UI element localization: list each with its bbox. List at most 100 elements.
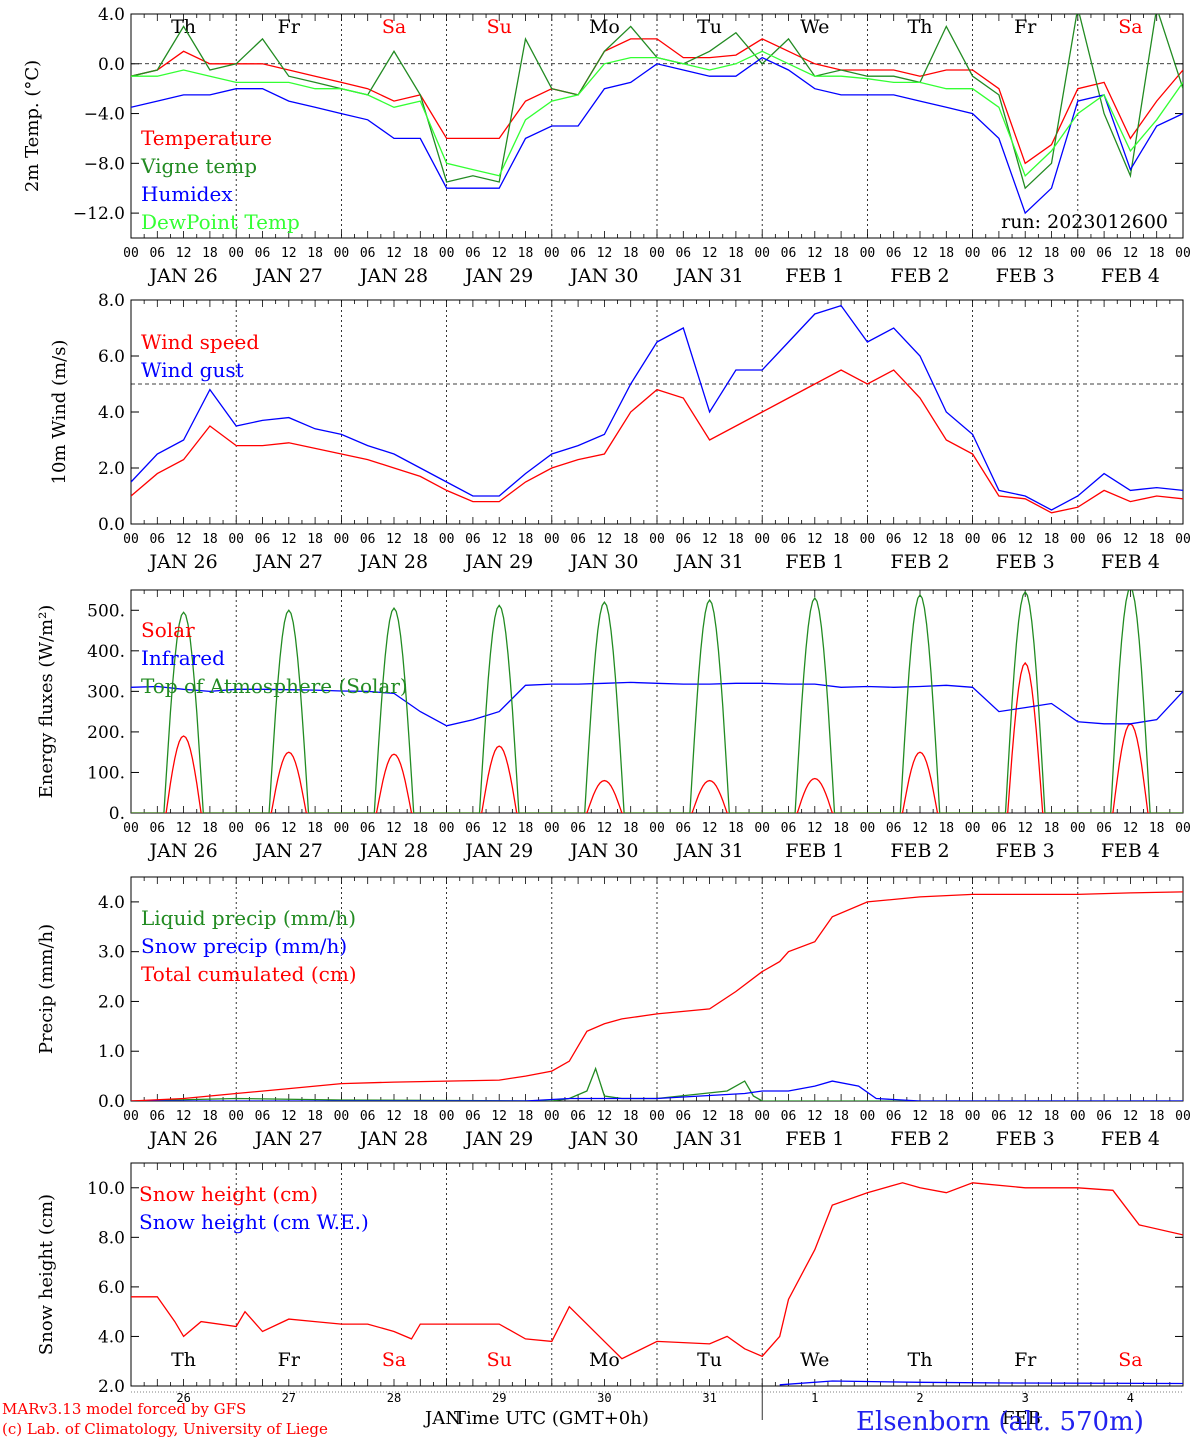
hour-tick-label: 18 [938, 1109, 954, 1124]
hour-tick-label: 00 [965, 821, 981, 836]
legend-entry: Wind gust [141, 358, 244, 382]
hour-tick-label: 12 [912, 821, 928, 836]
hour-tick-label: 06 [360, 246, 376, 261]
panels: 4.00.0−4.0−8.0−12.02m Temp. (°C)00 06 12 18… [22, 5, 1191, 1420]
hour-tick-label: 00 [123, 821, 139, 836]
hour-tick-label: 18 [1149, 246, 1165, 261]
y-tick-label: 200. [87, 723, 125, 743]
series-line-temperature [131, 38, 1183, 165]
series-line-wind-gust [131, 304, 1183, 511]
hour-tick-label: 06 [1096, 246, 1112, 261]
day-number-label: 27 [282, 1391, 296, 1405]
legend-entry: Top of Atmosphere (Solar) [141, 674, 408, 698]
y-tick-label: 400. [87, 642, 125, 662]
day-number-label: 31 [702, 1391, 716, 1405]
date-label: FEB 2 [890, 551, 949, 573]
hour-tick-label: 06 [255, 246, 271, 261]
legend-entry: Infrared [141, 646, 225, 670]
hour-tick-label: 12 [1017, 532, 1033, 547]
date-label: FEB 1 [785, 265, 844, 287]
hour-tick-label: 18 [1044, 532, 1060, 547]
hour-tick-label: 00 [1175, 1109, 1191, 1124]
hour-tick-label: 18 [202, 821, 218, 836]
hour-tick-label: 00 [965, 246, 981, 261]
legend-entry: Solar [141, 618, 195, 642]
hour-tick-label: 18 [307, 532, 323, 547]
hour-tick-label: 06 [886, 532, 902, 547]
day-number-label: 28 [387, 1391, 401, 1405]
hour-tick-label: 00 [754, 532, 770, 547]
hour-tick-label: 12 [281, 532, 297, 547]
hour-tick-label: 06 [675, 246, 691, 261]
legend-entry: Snow height (cm W.E.) [139, 1210, 369, 1234]
hour-tick-label: 06 [465, 246, 481, 261]
hour-tick-label: 12 [912, 246, 928, 261]
date-label: JAN 31 [674, 265, 744, 287]
hour-tick-label: 00 [754, 1109, 770, 1124]
hour-tick-label: 06 [570, 1109, 586, 1124]
hour-tick-label: 18 [938, 532, 954, 547]
legend-entry: Vigne temp [140, 154, 257, 178]
date-label: FEB 4 [1101, 265, 1160, 287]
hour-tick-label: 18 [623, 821, 639, 836]
y-tick-label: 10.0 [87, 1179, 125, 1199]
weekday-label: Fr [1014, 1349, 1037, 1371]
y-tick-label: 0. [109, 804, 125, 824]
hour-tick-label: 18 [938, 246, 954, 261]
y-tick-label: 2.0 [98, 459, 125, 479]
hour-tick-label: 18 [202, 532, 218, 547]
hour-tick-label: 12 [176, 532, 192, 547]
date-label: JAN 29 [463, 265, 533, 287]
hour-tick-label: 12 [1017, 1109, 1033, 1124]
y-tick-label: 8.0 [98, 1228, 125, 1248]
hour-tick-label: 06 [360, 821, 376, 836]
hour-tick-label: 18 [412, 532, 428, 547]
hour-tick-label: 06 [149, 532, 165, 547]
series-line-snow-height-cm-w-e- [779, 1380, 1183, 1386]
y-tick-label: 4.0 [98, 893, 125, 913]
hour-tick-label: 18 [833, 532, 849, 547]
hour-tick-label: 12 [1123, 246, 1139, 261]
weekday-label: We [800, 16, 829, 38]
hour-tick-label: 18 [518, 246, 534, 261]
date-label: JAN 27 [253, 551, 323, 573]
hour-tick-label: 00 [860, 821, 876, 836]
weekday-label: Fr [278, 1349, 301, 1371]
date-label: JAN 29 [463, 551, 533, 573]
date-label: FEB 3 [996, 840, 1055, 862]
date-label: JAN 30 [568, 840, 638, 862]
hour-tick-label: 12 [281, 1109, 297, 1124]
hour-tick-label: 00 [860, 1109, 876, 1124]
hour-tick-label: 12 [386, 246, 402, 261]
hour-tick-label: 00 [860, 246, 876, 261]
hour-tick-label: 00 [1175, 532, 1191, 547]
hour-tick-label: 18 [202, 1109, 218, 1124]
hour-tick-label: 12 [1123, 821, 1139, 836]
hour-tick-label: 00 [1175, 246, 1191, 261]
hour-tick-label: 12 [491, 532, 507, 547]
series-line-dewpoint-temp [131, 50, 1183, 177]
weekday-label: Tu [697, 16, 722, 38]
panel-2: 0.0 2.0 4.0 6.0 8.0 10m Wind (m/s) 00 06 12 18 00 0… [49, 291, 1191, 573]
hour-tick-label: 18 [307, 1109, 323, 1124]
hour-tick-label: 18 [833, 1109, 849, 1124]
date-label: JAN 31 [674, 551, 744, 573]
weekday-label: Sa [382, 16, 406, 38]
day-number-label: 4 [1127, 1391, 1134, 1405]
hour-tick-label: 18 [518, 821, 534, 836]
day-number-label: 2 [916, 1391, 923, 1405]
date-label: FEB 1 [785, 551, 844, 573]
hour-tick-label: 00 [754, 246, 770, 261]
hour-tick-label: 06 [886, 1109, 902, 1124]
hour-tick-label: 06 [781, 1109, 797, 1124]
hour-tick-label: 00 [334, 532, 350, 547]
hour-tick-label: 00 [649, 246, 665, 261]
hour-tick-label: 00 [965, 532, 981, 547]
series-line-wind-speed [131, 369, 1183, 514]
date-label: JAN 30 [568, 265, 638, 287]
hour-tick-label: 06 [781, 821, 797, 836]
weekday-label: Su [487, 1349, 512, 1371]
hour-tick-label: 12 [807, 821, 823, 836]
date-label: FEB 2 [890, 1128, 949, 1150]
hour-tick-label: 00 [965, 1109, 981, 1124]
